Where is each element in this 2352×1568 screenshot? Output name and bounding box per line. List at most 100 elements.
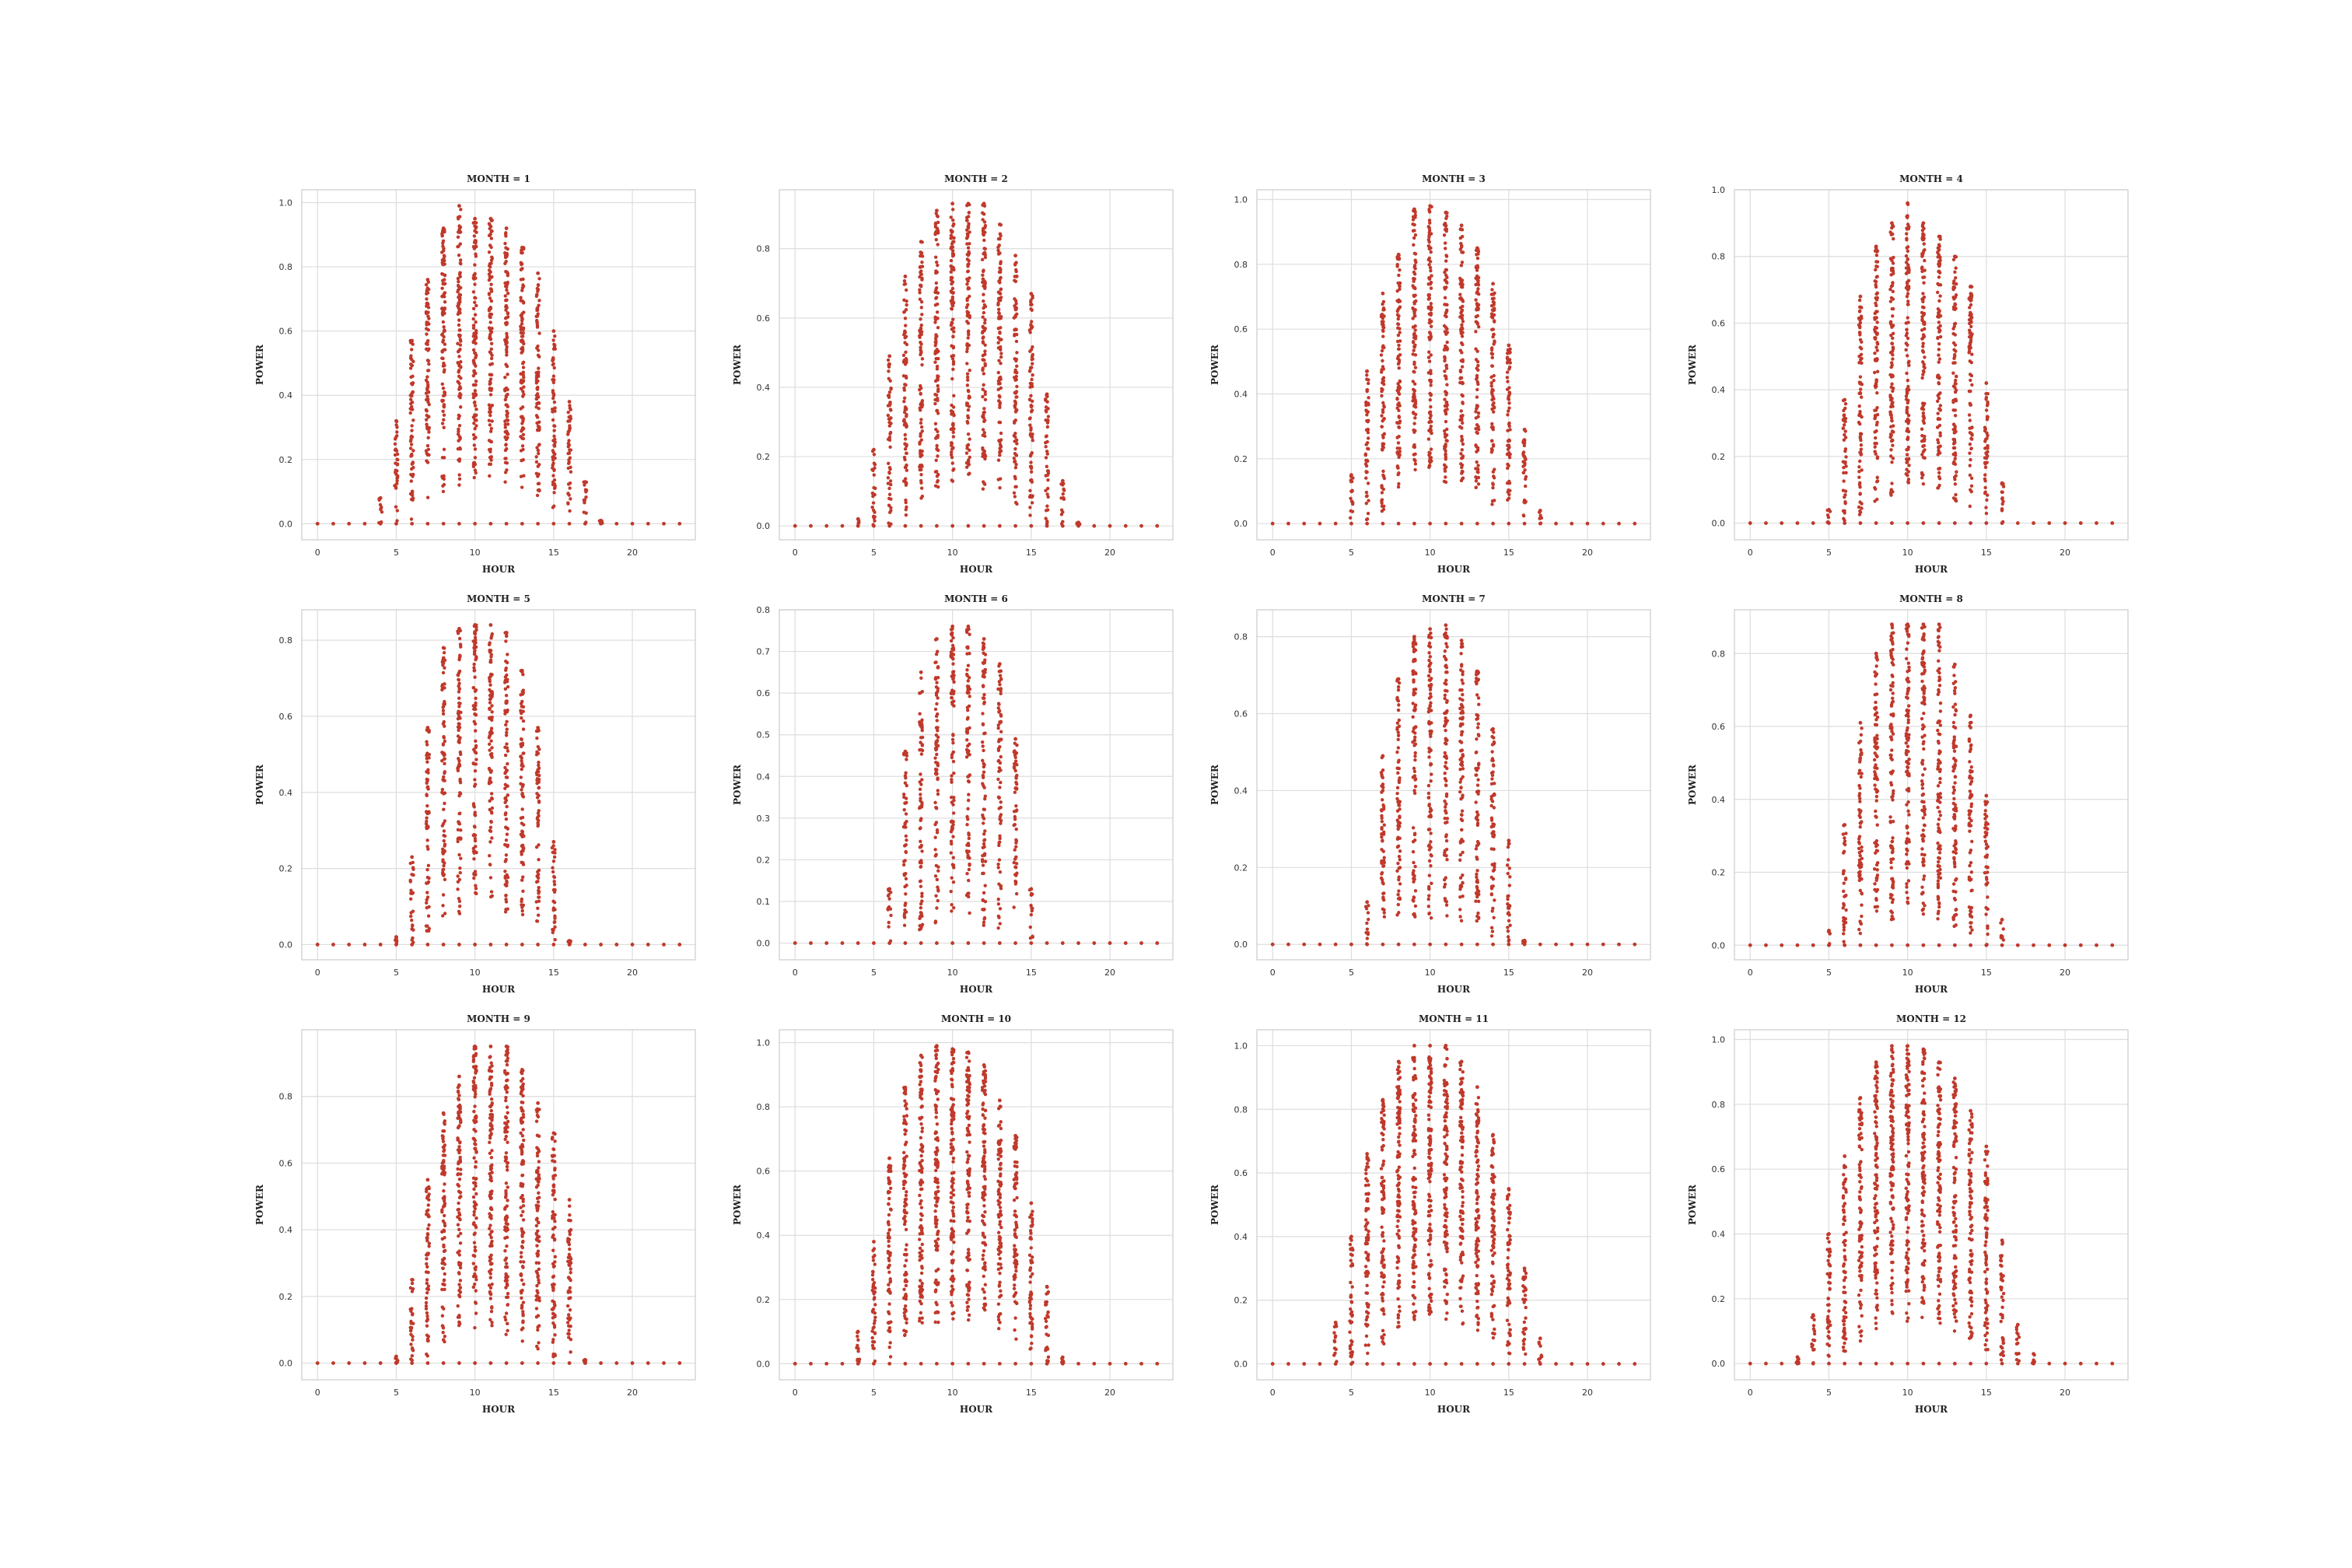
data-point	[1380, 394, 1384, 398]
data-point	[408, 411, 412, 415]
data-point	[506, 793, 509, 797]
data-point	[1937, 269, 1941, 273]
data-point	[520, 436, 524, 440]
data-point	[983, 223, 988, 228]
data-point	[521, 432, 526, 437]
data-point	[1013, 254, 1017, 258]
data-point	[1458, 418, 1462, 422]
data-point	[489, 751, 494, 756]
data-point	[1969, 299, 1972, 303]
data-point	[1923, 258, 1927, 263]
data-point	[1860, 415, 1864, 419]
data-point	[1013, 279, 1018, 283]
data-point	[1873, 351, 1877, 355]
data-point	[520, 670, 524, 674]
data-point	[506, 311, 510, 316]
data-point	[456, 837, 460, 841]
data-point	[950, 357, 955, 361]
data-point	[459, 366, 463, 369]
data-point	[1491, 282, 1495, 286]
data-point	[1428, 318, 1432, 322]
data-point	[1444, 332, 1448, 336]
data-point	[1443, 469, 1447, 473]
data-point	[983, 286, 987, 290]
data-point	[950, 450, 954, 454]
data-point	[919, 317, 922, 321]
data-point	[1351, 502, 1355, 506]
data-point	[1967, 389, 1972, 394]
data-point	[1938, 451, 1942, 455]
data-point	[1444, 314, 1448, 319]
data-point	[456, 341, 460, 345]
data-point	[394, 485, 397, 488]
data-point	[425, 409, 429, 413]
data-point	[1014, 463, 1018, 467]
data-point	[1459, 521, 1464, 526]
data-point	[506, 653, 509, 656]
data-point	[1030, 384, 1034, 389]
data-point	[936, 317, 940, 320]
data-point	[521, 764, 525, 768]
data-point	[1936, 417, 1941, 422]
data-point	[411, 418, 415, 422]
data-point	[1476, 467, 1480, 471]
data-point	[950, 303, 954, 307]
data-point	[457, 852, 461, 857]
data-point	[1013, 523, 1017, 528]
data-point	[441, 278, 445, 282]
data-point	[1858, 391, 1863, 396]
data-point	[1381, 359, 1384, 363]
data-point	[1936, 425, 1940, 429]
y-tick-label: 0.4	[1712, 385, 1726, 395]
data-point	[473, 630, 478, 634]
data-point	[982, 372, 986, 376]
data-point	[1444, 457, 1447, 461]
data-point	[489, 655, 493, 659]
data-point	[505, 429, 509, 433]
data-point	[443, 282, 446, 286]
data-point	[1458, 292, 1462, 296]
data-point	[409, 479, 414, 483]
data-point	[472, 857, 476, 861]
data-point	[1936, 411, 1940, 415]
data-point	[887, 362, 891, 366]
data-point	[1349, 478, 1353, 482]
data-point	[919, 421, 923, 425]
data-point	[1427, 411, 1432, 415]
data-point	[536, 451, 541, 456]
data-point	[1984, 381, 1989, 385]
data-point	[534, 376, 539, 380]
data-point	[426, 400, 430, 404]
data-point	[395, 519, 399, 523]
data-point	[1030, 325, 1034, 329]
data-point	[1490, 288, 1494, 292]
data-point	[1429, 307, 1433, 312]
data-point	[457, 696, 461, 700]
data-point	[522, 301, 526, 305]
data-point	[504, 817, 509, 821]
x-tick-label: 15	[1026, 968, 1037, 978]
data-point	[1889, 493, 1893, 497]
data-point	[487, 272, 492, 276]
data-point	[534, 845, 539, 849]
data-point	[966, 336, 970, 340]
data-point	[441, 364, 446, 368]
data-point	[920, 728, 924, 733]
data-point	[506, 273, 510, 278]
data-point	[1905, 232, 1909, 236]
data-point	[425, 943, 430, 947]
data-point	[1983, 485, 1987, 490]
data-point	[395, 462, 400, 466]
data-point	[998, 443, 1003, 446]
data-point	[1429, 369, 1433, 373]
data-point	[1874, 298, 1879, 302]
data-point	[1969, 336, 1973, 340]
data-point	[440, 261, 444, 264]
data-point	[1892, 271, 1895, 275]
data-point	[1969, 489, 1973, 494]
data-point	[506, 422, 510, 426]
data-point	[471, 324, 476, 327]
data-point	[967, 211, 971, 215]
data-point	[472, 443, 477, 447]
data-point	[535, 736, 539, 740]
